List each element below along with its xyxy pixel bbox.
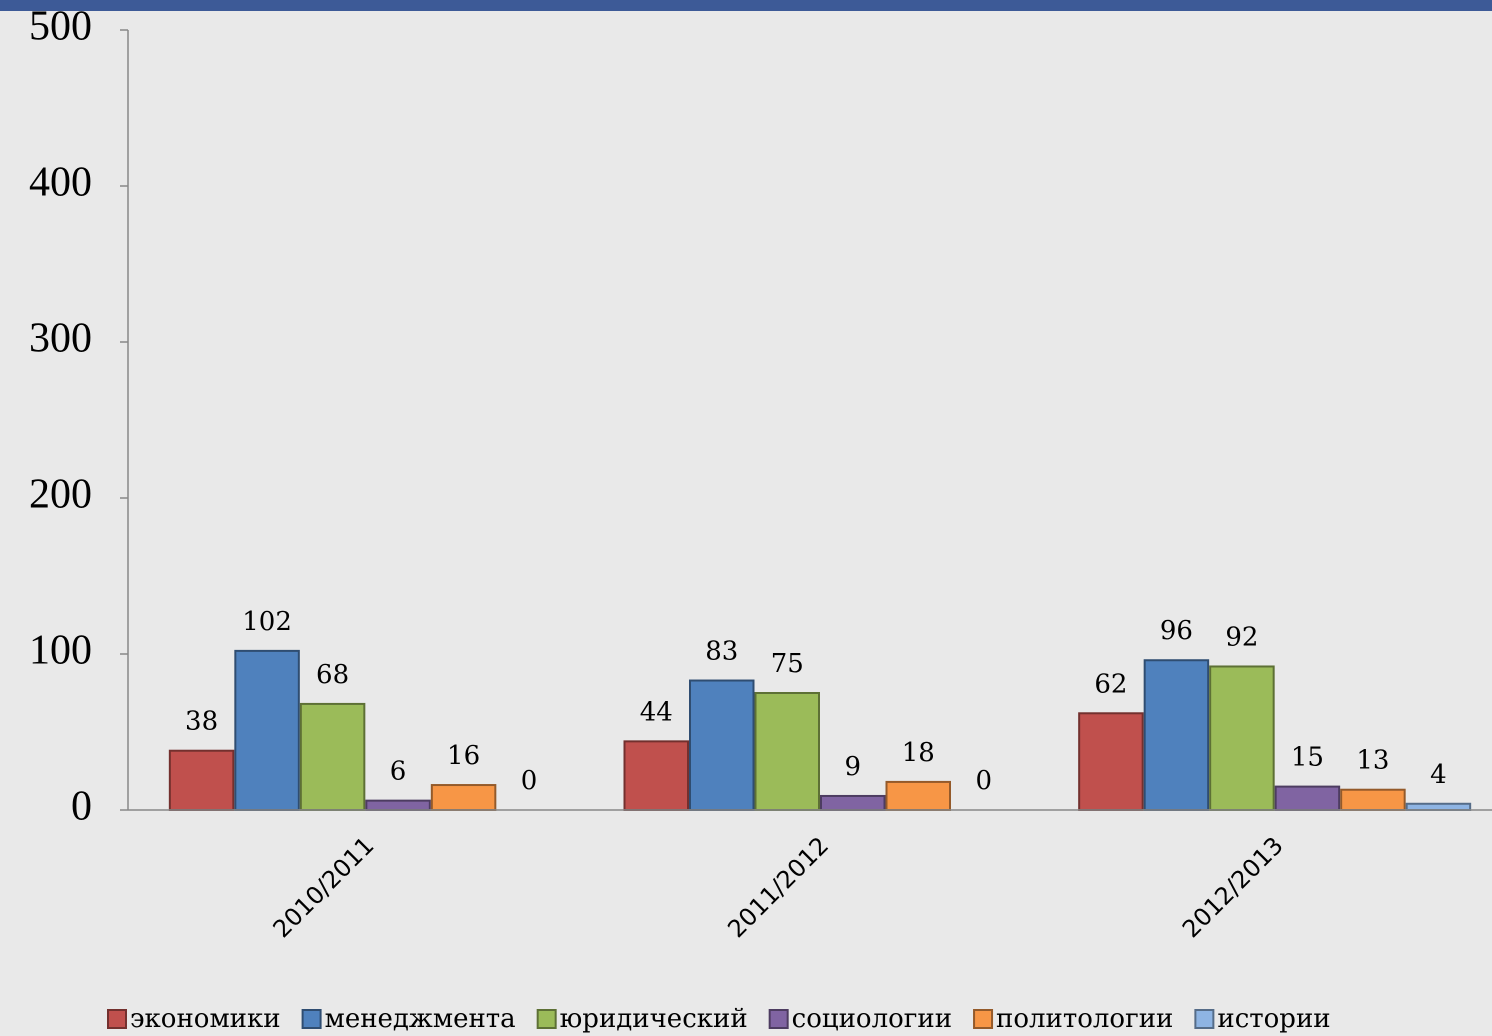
value-label: 9: [844, 752, 861, 782]
bar: [1405, 802, 1472, 812]
value-label: 75: [771, 649, 804, 679]
bar: [365, 799, 431, 812]
bar: [1209, 665, 1275, 811]
y-tick-label: 500: [29, 4, 92, 50]
legend-label: экономики: [130, 1004, 281, 1034]
value-label: 18: [902, 738, 935, 768]
value-label: 0: [521, 766, 538, 796]
legend-label: политологии: [996, 1004, 1173, 1034]
value-label: 16: [447, 741, 480, 771]
legend-swatch: [107, 1009, 127, 1029]
y-tick-label: 300: [29, 316, 92, 362]
y-tick-label: 100: [29, 628, 92, 674]
value-label: 38: [185, 707, 218, 737]
bar: [234, 649, 300, 811]
bar: [299, 702, 366, 811]
legend-swatch: [768, 1009, 789, 1029]
legend-label: юридический: [560, 1004, 748, 1034]
value-label: 102: [242, 607, 292, 637]
bar: [1143, 659, 1210, 811]
value-label: 68: [316, 660, 349, 690]
value-label: 6: [390, 757, 407, 787]
legend-swatch: [536, 1009, 557, 1029]
y-tick-label: 200: [29, 472, 92, 518]
legend-swatch: [301, 1009, 322, 1029]
bar: [623, 740, 689, 811]
bar: [1078, 712, 1144, 812]
value-label: 96: [1160, 616, 1193, 646]
value-label: 44: [640, 697, 673, 727]
bar: [820, 794, 886, 812]
legend-swatch: [973, 1009, 994, 1029]
legend-label: социологии: [792, 1004, 952, 1034]
legend-label: менеджмента: [325, 1004, 516, 1034]
bar: [430, 784, 497, 811]
bar: [1340, 788, 1406, 811]
bar: [885, 780, 951, 811]
value-label: 15: [1291, 743, 1324, 773]
bar: [1274, 785, 1341, 811]
value-label: 62: [1094, 669, 1127, 699]
y-tick-label: 0: [71, 784, 92, 830]
value-label: 92: [1225, 622, 1258, 652]
value-label: 83: [705, 637, 738, 667]
legend-swatch: [1194, 1009, 1215, 1029]
top-band: [0, 0, 1492, 11]
bar: [168, 749, 235, 811]
y-tick-label: 400: [29, 160, 92, 206]
value-label: 0: [975, 766, 992, 796]
legend-label: истории: [1217, 1004, 1330, 1034]
bar: [689, 679, 755, 812]
value-label: 13: [1356, 746, 1389, 776]
bar: [754, 692, 820, 811]
value-label: 4: [1430, 760, 1447, 790]
